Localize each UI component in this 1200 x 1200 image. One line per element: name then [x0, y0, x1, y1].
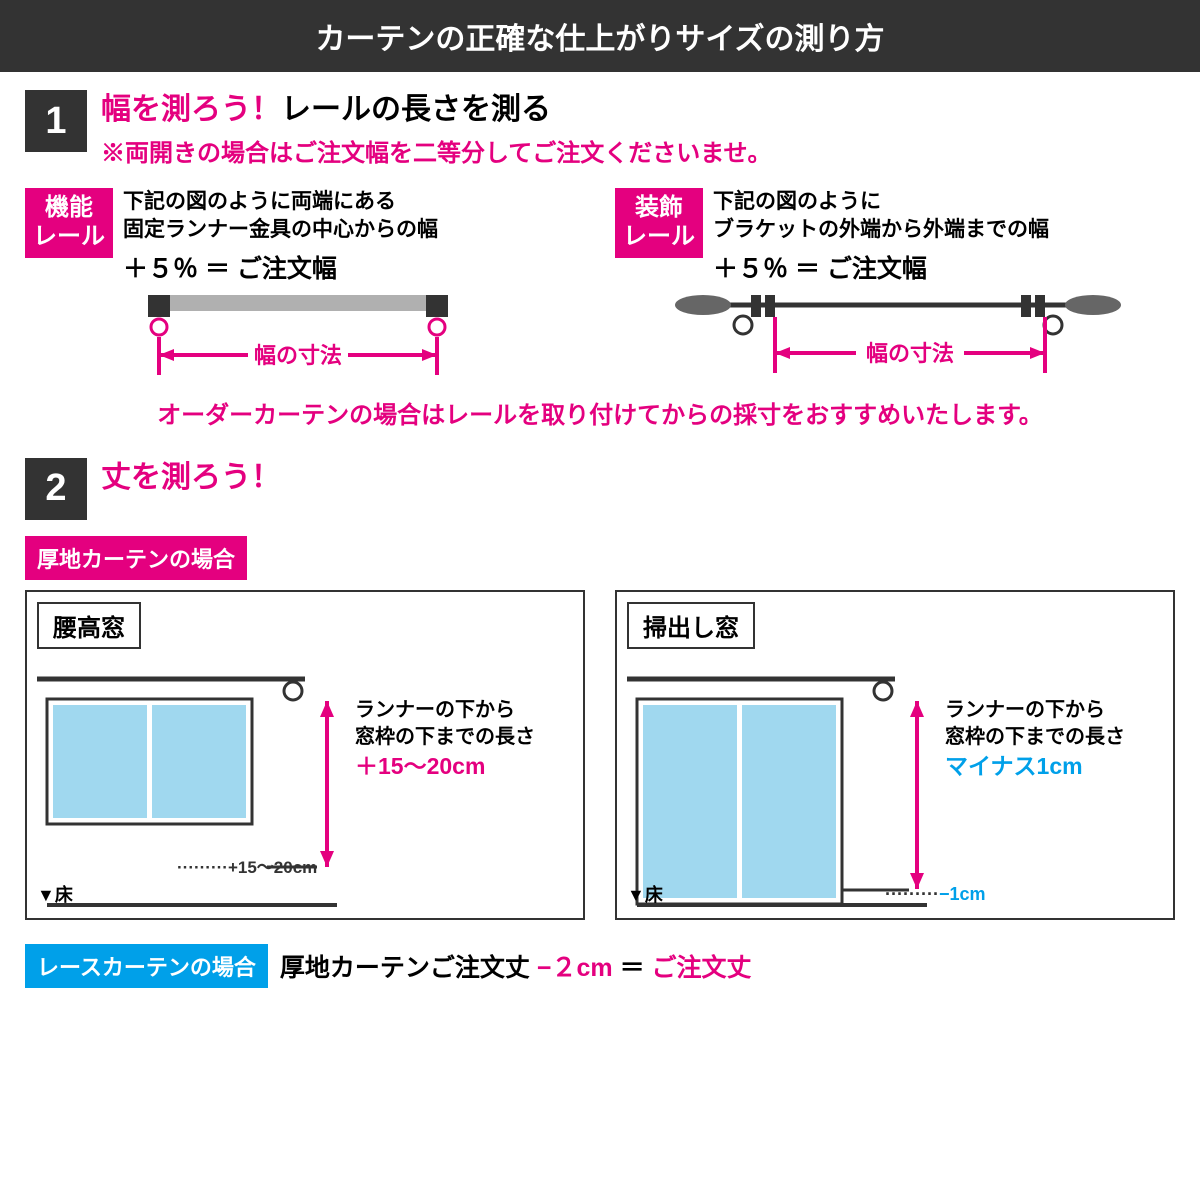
sweep-window-box: 掃出し窓 ▼床 ランナーの下から 窓枠の下までの長さ マイナス1cm ·····… [615, 590, 1175, 920]
sweep-window-diagram: ▼床 [627, 657, 937, 917]
svg-text:▼床: ▼床 [37, 884, 74, 905]
waist-window-box: 腰高窓 ·········+15～20cm ▼床 ランナーの下から 窓枠の下まで… [25, 590, 585, 920]
sweep-window-label: 掃出し窓 [627, 602, 755, 649]
svg-text:幅の寸法: 幅の寸法 [253, 343, 341, 368]
func-rail-formula: ＋５％ ＝ ご注文幅 [123, 249, 438, 285]
step1-section: 1 幅を測ろう！レールの長さを測る ※両開きの場合はご注文幅を二等分してご注文く… [0, 72, 1200, 178]
lace-curtain-row: レースカーテンの場合 厚地カーテンご注文丈 −２cm ＝ ご注文丈 [0, 924, 1200, 1014]
functional-rail: 機能 レール 下記の図のように両端にある 固定ランナー金具の中心からの幅 ＋５％… [25, 188, 585, 285]
lace-formula: 厚地カーテンご注文丈 −２cm ＝ ご注文丈 [280, 948, 752, 984]
rail-types: 機能 レール 下記の図のように両端にある 固定ランナー金具の中心からの幅 ＋５％… [0, 178, 1200, 295]
width-recommendation: オーダーカーテンの場合はレールを取り付けてからの採寸をおすすめいたします。 [0, 389, 1200, 448]
sweep-window-text: ランナーの下から 窓枠の下までの長さ マイナス1cm ·········−1cm [945, 657, 1125, 917]
decorative-rail: 装飾 レール 下記の図のように ブラケットの外端から外端までの幅 ＋５％ ＝ ご… [615, 188, 1175, 285]
step1-title-black: レールの長さを測る [281, 93, 551, 126]
svg-text:▼床: ▼床 [627, 884, 664, 905]
header-title: カーテンの正確な仕上がりサイズの測り方 [315, 23, 884, 56]
svg-text:·········+15～20cm: ·········+15～20cm [177, 858, 317, 877]
step1-title-pink: 幅を測ろう！ [101, 93, 281, 126]
func-rail-desc: 下記の図のように両端にある 固定ランナー金具の中心からの幅 [123, 188, 438, 245]
window-diagrams: 腰高窓 ·········+15～20cm ▼床 ランナーの下から 窓枠の下まで… [0, 586, 1200, 924]
step1-title: 幅を測ろう！レールの長さを測る [101, 90, 772, 129]
rail-diagrams: 幅の寸法 幅の寸法 [0, 295, 1200, 389]
step1-number: 1 [25, 90, 87, 152]
waist-window-label: 腰高窓 [37, 602, 141, 649]
step1-note: ※両開きの場合はご注文幅を二等分してご注文くださいませ。 [101, 133, 772, 168]
func-rail-diagram: 幅の寸法 [25, 295, 580, 385]
step2-section: 2 丈を測ろう！ [0, 448, 1200, 530]
step2-number: 2 [25, 458, 87, 520]
thick-curtain-badge: 厚地カーテンの場合 [25, 536, 247, 580]
deco-rail-badge: 装飾 レール [615, 188, 703, 258]
svg-text:幅の寸法: 幅の寸法 [865, 341, 953, 366]
step2-title-pink: 丈を測ろう！ [101, 461, 281, 494]
step2-title: 丈を測ろう！ [101, 458, 281, 497]
func-rail-badge: 機能 レール [25, 188, 113, 258]
waist-window-diagram: ·········+15～20cm ▼床 [37, 657, 347, 917]
deco-rail-diagram: 幅の寸法 [620, 295, 1175, 385]
deco-rail-desc: 下記の図のように ブラケットの外端から外端までの幅 [713, 188, 1049, 245]
waist-window-text: ランナーの下から 窓枠の下までの長さ ＋15～20cm [355, 657, 535, 917]
lace-badge: レースカーテンの場合 [25, 944, 268, 988]
page-header: カーテンの正確な仕上がりサイズの測り方 [0, 0, 1200, 72]
deco-rail-formula: ＋５％ ＝ ご注文幅 [713, 249, 1049, 285]
